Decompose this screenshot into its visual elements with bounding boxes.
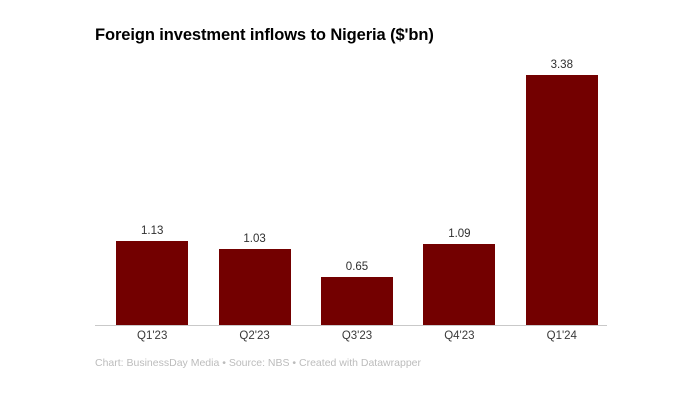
bar-value-label: 1.09 — [448, 228, 471, 241]
x-tick-label: Q1'24 — [546, 330, 577, 342]
bar-item[interactable]: 3.38 — [525, 59, 598, 325]
x-tick-label: Q4'23 — [444, 330, 475, 342]
bar-item[interactable]: 0.65 — [321, 60, 393, 325]
bar-item[interactable]: 1.13 — [116, 60, 189, 325]
bar-rect[interactable] — [218, 248, 291, 325]
x-tick-label: Q2'23 — [239, 330, 270, 342]
bar-rect[interactable] — [321, 276, 393, 325]
bar-series: 1.13 1.03 0.65 1.09 3.38 — [95, 59, 607, 325]
chart-title: Foreign investment inflows to Nigeria ($… — [95, 26, 434, 44]
bar-value-label: 0.65 — [345, 260, 369, 273]
bar-item[interactable]: 1.09 — [423, 60, 496, 325]
chart-credit: Chart: BusinessDay Media • Source: NBS •… — [95, 357, 421, 369]
bar-value-label: 3.38 — [550, 59, 573, 71]
x-axis-tick-labels: Q1'23 Q2'23 Q3'23 Q4'23 Q1'24 — [95, 330, 607, 346]
bar-value-label: 1.13 — [140, 225, 164, 238]
bar-rect[interactable] — [116, 241, 189, 325]
bar-rect[interactable] — [423, 244, 496, 325]
x-tick-label: Q1'23 — [137, 330, 168, 342]
bar-value-label: 1.03 — [243, 232, 266, 245]
plot-area: 1.13 1.03 0.65 1.09 3.38 — [95, 59, 607, 326]
bar-item[interactable]: 1.03 — [218, 60, 291, 325]
x-tick-label: Q3'23 — [341, 330, 373, 342]
bar-rect[interactable] — [525, 75, 598, 325]
x-axis-line — [95, 325, 607, 326]
